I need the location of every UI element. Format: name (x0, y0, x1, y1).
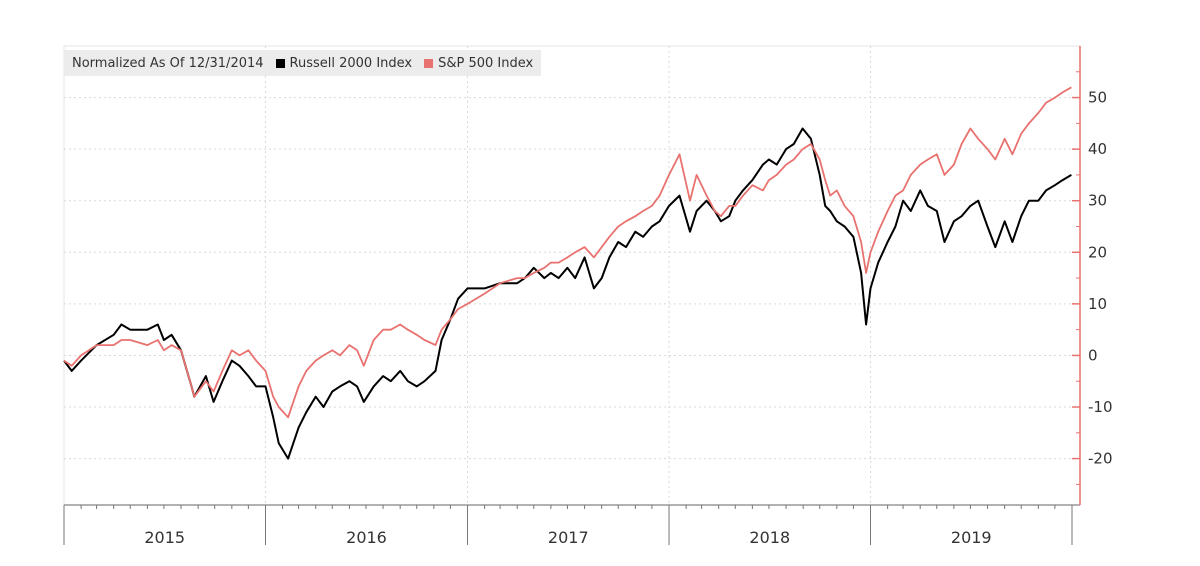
series-line-sp500 (63, 86, 1072, 419)
legend-swatch-sp500 (424, 58, 434, 68)
legend-label-russell: Russell 2000 Index (289, 55, 413, 71)
y-tick-label: 50 (1088, 89, 1107, 107)
y-tick-label: 10 (1088, 295, 1107, 313)
legend-swatch-russell (275, 58, 285, 68)
series-lines (63, 86, 1072, 460)
series-line-russell-2000 (63, 127, 1072, 460)
x-tick-label: 2016 (346, 528, 387, 547)
legend: Normalized As Of 12/31/2014 Russell 2000… (64, 50, 542, 76)
y-tick-label: 40 (1088, 140, 1107, 158)
y-tick-label: -10 (1088, 398, 1113, 416)
axes: 2015 2016 2017 2018 2019 50 40 30 20 10 0 -10 -20 (63, 46, 1113, 547)
legend-item-russell: Russell 2000 Index (275, 55, 413, 71)
y-tick-label: 30 (1088, 192, 1107, 210)
y-tick-label: -20 (1088, 450, 1113, 468)
legend-item-sp500: S&P 500 Index (424, 56, 533, 71)
legend-label-sp500: S&P 500 Index (438, 55, 534, 71)
y-tick-label: 20 (1088, 243, 1107, 261)
legend-title: Normalized As Of 12/31/2014 (72, 55, 264, 71)
x-tick-label: 2018 (749, 528, 790, 547)
x-tick-label: 2015 (144, 528, 185, 547)
x-tick-label: 2019 (951, 528, 992, 547)
y-tick-label: 0 (1088, 346, 1098, 364)
x-tick-label: 2017 (548, 528, 589, 547)
